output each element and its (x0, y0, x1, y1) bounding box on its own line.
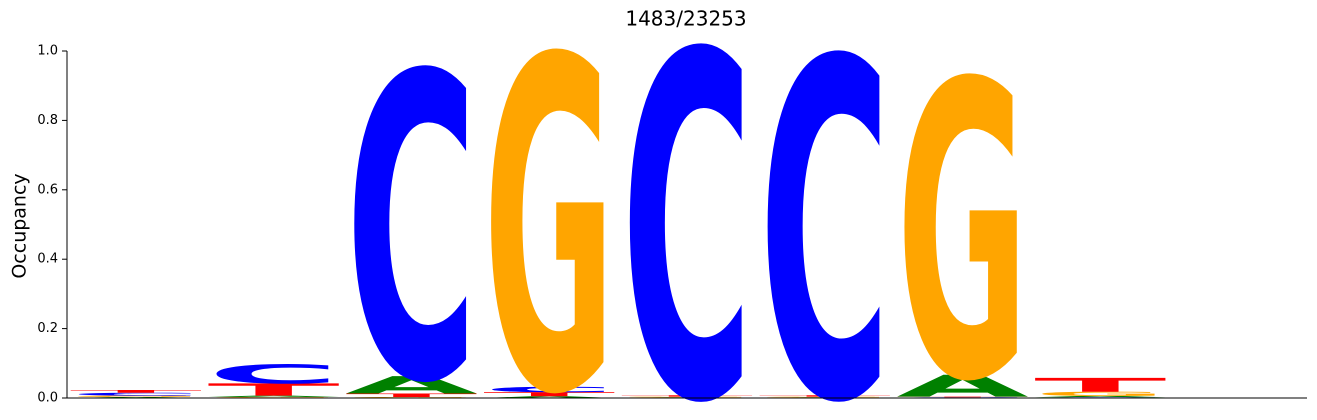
y-tick-label: 0.6 (37, 182, 58, 197)
logo-letter: T (759, 395, 891, 397)
logo-letter: T (621, 395, 753, 397)
y-tick-label: 0.2 (37, 321, 58, 336)
logo-letter: A (345, 371, 477, 399)
logo-letter: T (70, 389, 202, 393)
logo-letter: T (483, 391, 615, 398)
logo-letter: C (483, 386, 615, 394)
logo-letter: G (1034, 391, 1166, 398)
logo-letter: T (208, 380, 340, 399)
logo-letter: A (483, 396, 615, 399)
logo-letter: G (621, 396, 753, 397)
logo-letter: C (70, 392, 202, 396)
logo-letter: G (483, 0, 615, 416)
logo-letter: C (208, 359, 340, 389)
y-tick-label: 0.4 (37, 252, 58, 267)
logo-letter: G (70, 395, 202, 397)
logo-letter: T (896, 396, 1028, 397)
logo-letter: T (345, 393, 477, 399)
logo-letter: C (621, 0, 753, 416)
logo-letter: C (345, 0, 477, 416)
logo-area: AGCTGATCGTACATCGAGTCAGTCCTAGCAGTACGT (70, 0, 1167, 420)
logo-letter: G (759, 396, 891, 397)
logo-letter: C (759, 0, 891, 416)
y-tick-label: 1.0 (37, 44, 58, 59)
logo-letter: A (208, 395, 340, 397)
chart-title: 1483/23253 (625, 7, 746, 31)
logo-letter: T (1034, 374, 1166, 396)
y-tick-label: 0.8 (37, 113, 58, 128)
y-tick-label: 0.0 (37, 391, 58, 406)
logo-letter: G (896, 0, 1028, 416)
y-axis-label: Occupancy (9, 173, 31, 278)
logo-letter: A (1034, 396, 1166, 398)
